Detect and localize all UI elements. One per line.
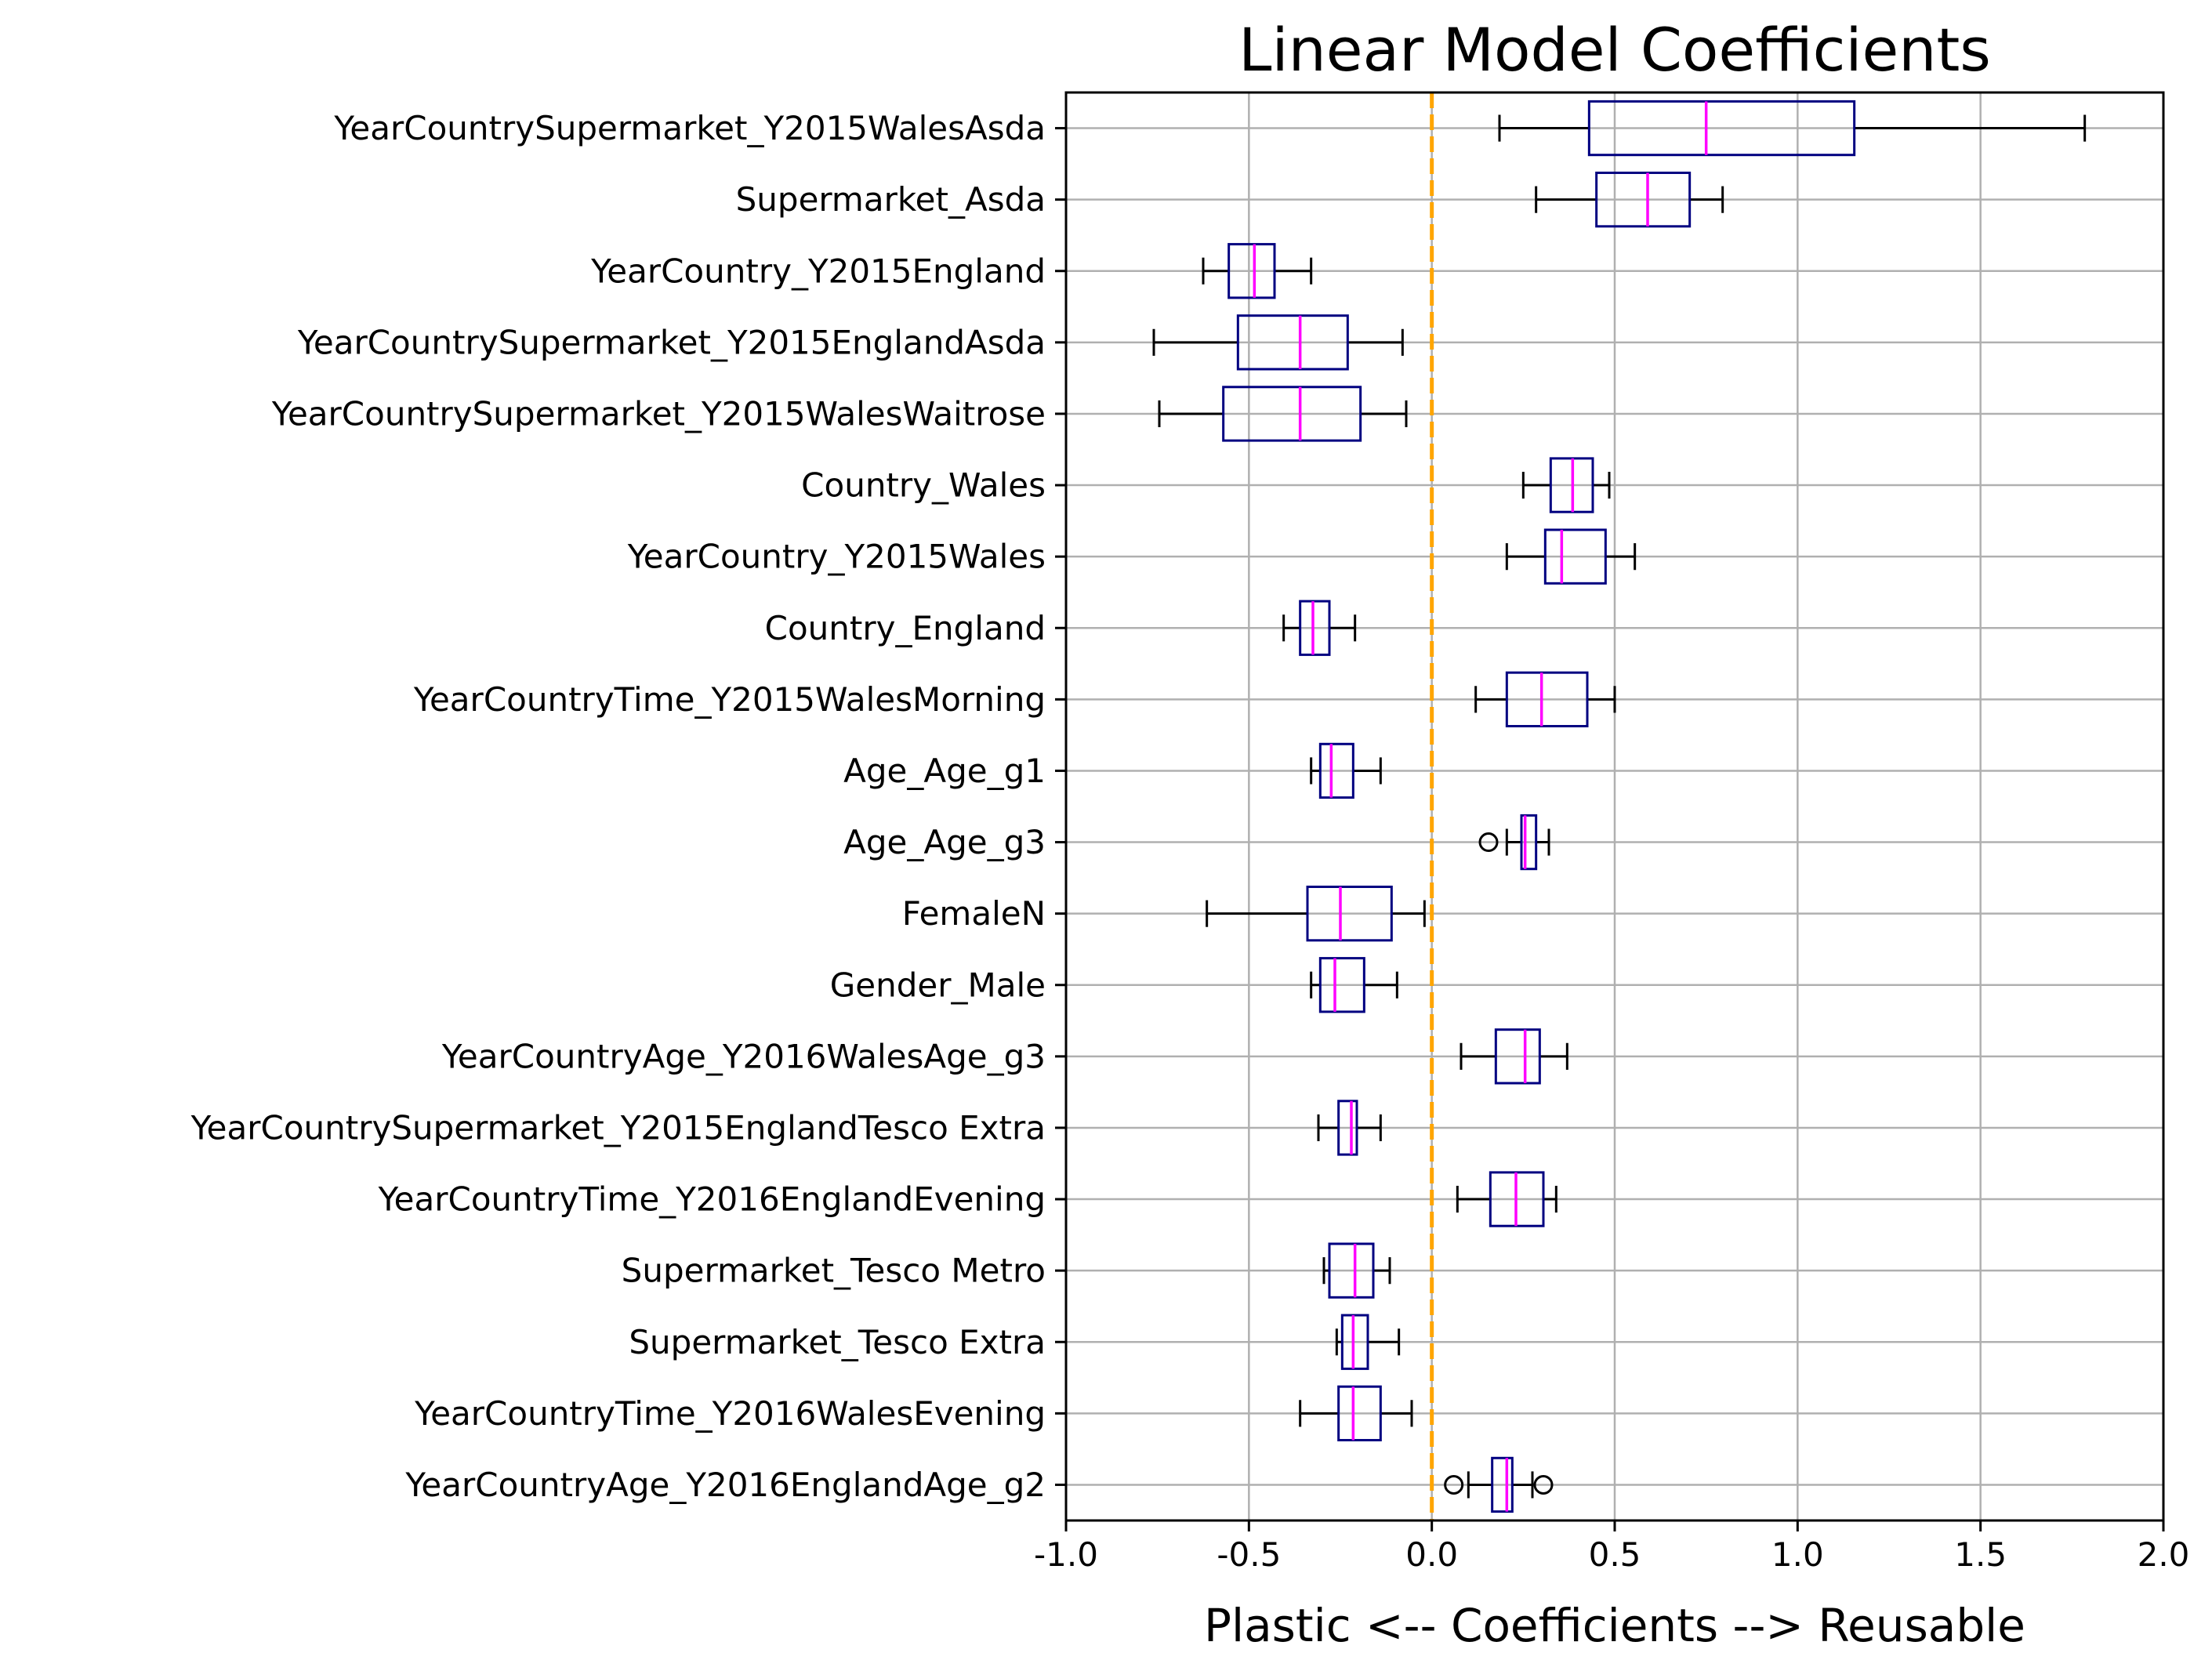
- x-tick-label: 2.0: [2138, 1535, 2190, 1574]
- box-11: [1478, 814, 1550, 871]
- box-20: [1444, 1456, 1554, 1513]
- y-tick-label: YearCountryTime_Y2015WalesMorning: [413, 680, 1046, 719]
- chart-title: Linear Model Coefficients: [1238, 15, 1991, 85]
- y-tick-label: YearCountryTime_Y2016EnglandEvening: [378, 1180, 1046, 1219]
- x-axis-label: Plastic <-- Coefficients --> Reusable: [1204, 1599, 2025, 1652]
- y-tick-label: Age_Age_g1: [843, 752, 1046, 790]
- grid-lines: [1064, 92, 2165, 1520]
- outlier-point: [1478, 832, 1499, 853]
- y-tick-label: FemaleN: [902, 894, 1046, 933]
- y-tick-label: YearCountrySupermarket_Y2015WalesAsda: [333, 109, 1046, 147]
- box-7: [1505, 528, 1637, 585]
- outlier-point: [1533, 1474, 1554, 1495]
- iqr-box: [1494, 1028, 1541, 1085]
- iqr-box: [1595, 171, 1692, 228]
- iqr-box: [1587, 100, 1856, 157]
- box-9: [1474, 671, 1616, 728]
- y-tick-label: YearCountryTime_Y2016WalesEvening: [414, 1394, 1046, 1433]
- x-axis-ticks: -1.0 -0.5 0.0 0.5 1.0 1.5 2.0: [1034, 1520, 2189, 1574]
- iqr-box: [1337, 1100, 1358, 1156]
- iqr-box: [1520, 814, 1538, 871]
- y-axis-ticks: YearCountrySupermarket_Y2015WalesAsda Sup…: [190, 109, 1066, 1504]
- iqr-box: [1299, 600, 1331, 656]
- box-12: [1206, 885, 1426, 942]
- y-tick-label: Gender_Male: [830, 966, 1046, 1004]
- y-tick-label: Supermarket_Tesco Extra: [629, 1323, 1046, 1361]
- box-16: [1456, 1171, 1557, 1227]
- iqr-box: [1236, 314, 1349, 371]
- iqr-box: [1340, 1314, 1369, 1370]
- box-17: [1322, 1242, 1391, 1299]
- iqr-box: [1543, 528, 1607, 585]
- box-13: [1310, 957, 1398, 1013]
- iqr-box: [1328, 1242, 1375, 1299]
- box-14: [1460, 1028, 1568, 1085]
- y-tick-label: Supermarket_Asda: [736, 180, 1046, 219]
- x-tick-label: -1.0: [1034, 1535, 1098, 1574]
- y-tick-label: YearCountry_Y2015Wales: [627, 538, 1046, 576]
- iqr-box: [1318, 957, 1365, 1013]
- y-tick-label: Country_Wales: [801, 466, 1046, 505]
- box-15: [1317, 1100, 1382, 1156]
- x-tick-label: 0.5: [1589, 1535, 1641, 1574]
- box-19: [1299, 1385, 1413, 1442]
- box-3: [1202, 243, 1313, 299]
- iqr-box: [1491, 1456, 1514, 1513]
- outlier-point: [1444, 1474, 1464, 1495]
- boxes-group: [1152, 100, 2087, 1513]
- x-tick-label: 1.0: [1771, 1535, 1824, 1574]
- box-10: [1310, 742, 1382, 799]
- x-tick-label: 1.5: [1954, 1535, 2007, 1574]
- y-tick-label: Supermarket_Tesco Metro: [622, 1252, 1046, 1290]
- box-2: [1535, 171, 1724, 228]
- iqr-box: [1318, 742, 1354, 799]
- y-tick-label: YearCountrySupermarket_Y2015WalesWaitros…: [271, 394, 1046, 433]
- y-tick-label: Country_England: [765, 609, 1046, 647]
- y-tick-label: YearCountryAge_Y2016EnglandAge_g2: [404, 1466, 1046, 1504]
- box-4: [1152, 314, 1404, 371]
- iqr-box: [1505, 671, 1589, 728]
- y-tick-label: YearCountry_Y2015England: [590, 252, 1046, 290]
- y-tick-label: YearCountrySupermarket_Y2015EnglandTesco…: [190, 1108, 1046, 1147]
- box-6: [1521, 457, 1611, 513]
- iqr-box: [1227, 243, 1276, 299]
- iqr-box: [1337, 1385, 1382, 1442]
- y-tick-label: Age_Age_g3: [843, 823, 1046, 861]
- y-tick-label: YearCountryAge_Y2016WalesAge_g3: [441, 1037, 1046, 1075]
- box-1: [1498, 100, 2087, 157]
- y-tick-label: YearCountrySupermarket_Y2015EnglandAsda: [297, 323, 1046, 361]
- box-18: [1335, 1314, 1401, 1370]
- iqr-box: [1222, 386, 1362, 442]
- x-tick-label: -0.5: [1217, 1535, 1281, 1574]
- x-tick-label: 0.0: [1405, 1535, 1458, 1574]
- iqr-box: [1306, 885, 1393, 942]
- box-5: [1158, 386, 1408, 442]
- box-8: [1282, 600, 1357, 656]
